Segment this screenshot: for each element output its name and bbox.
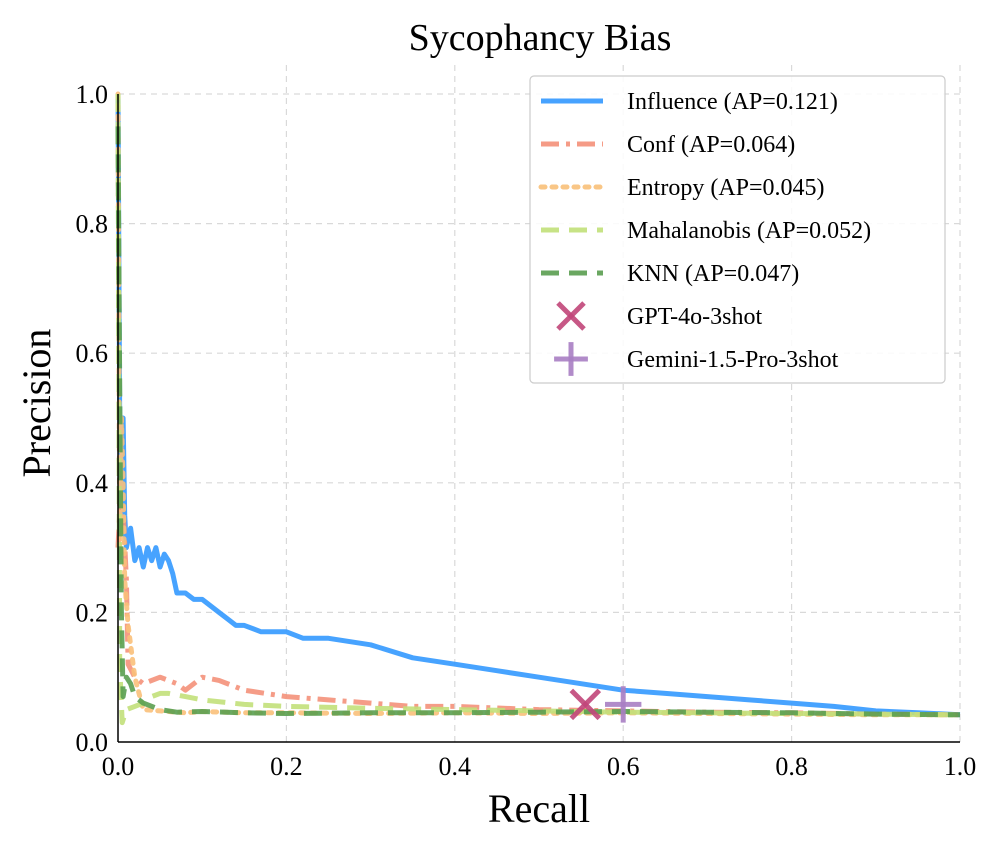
y-tick-label: 0.4	[76, 469, 109, 498]
point-markers	[569, 686, 642, 723]
series-line-0	[115, 93, 961, 718]
x-tick-label: 0.2	[270, 752, 303, 781]
x-tick-label: 1.0	[944, 752, 977, 781]
series-line-1	[115, 493, 961, 718]
legend-label-1: Conf (AP=0.064)	[627, 132, 795, 158]
series-lines	[115, 91, 963, 726]
y-tick-label: 0.6	[76, 339, 109, 368]
chart-title: Sycophancy Bias	[409, 17, 672, 59]
y-tick-label: 0.2	[76, 598, 109, 627]
x-tick-labels: 0.0 0.2 0.4 0.6 0.8 1.0	[102, 752, 977, 781]
x-tick-label: 0.0	[102, 752, 135, 781]
legend-label-3: Mahalanobis (AP=0.052)	[627, 218, 871, 244]
legend-box	[529, 75, 946, 384]
y-tick-labels: 0.0 0.2 0.4 0.6 0.8 1.0	[76, 80, 109, 757]
y-axis-label: Precision	[14, 329, 59, 478]
legend-marker-0	[556, 301, 586, 331]
legend-label-0: Influence (AP=0.121)	[627, 89, 838, 115]
legend-label-4: KNN (AP=0.047)	[627, 261, 799, 287]
y-tick-label: 1.0	[76, 80, 109, 109]
legend-label-2: Entropy (AP=0.045)	[627, 175, 825, 201]
legend-marker-label-1: Gemini-1.5-Pro-3shot	[627, 347, 839, 373]
series-line-3	[115, 93, 961, 726]
legend-marker-label-0: GPT-4o-3shot	[627, 304, 762, 330]
legend: Influence (AP=0.121) Conf (AP=0.064) Entro…	[529, 75, 946, 384]
x-tick-label: 0.8	[775, 752, 808, 781]
y-tick-label: 0.8	[76, 210, 109, 239]
y-tick-label: 0.0	[76, 728, 109, 757]
x-tick-label: 0.6	[607, 752, 640, 781]
marker-0	[569, 688, 602, 721]
x-tick-label: 0.4	[439, 752, 472, 781]
series-line-4	[115, 126, 961, 718]
x-axis-label: Recall	[488, 786, 590, 831]
